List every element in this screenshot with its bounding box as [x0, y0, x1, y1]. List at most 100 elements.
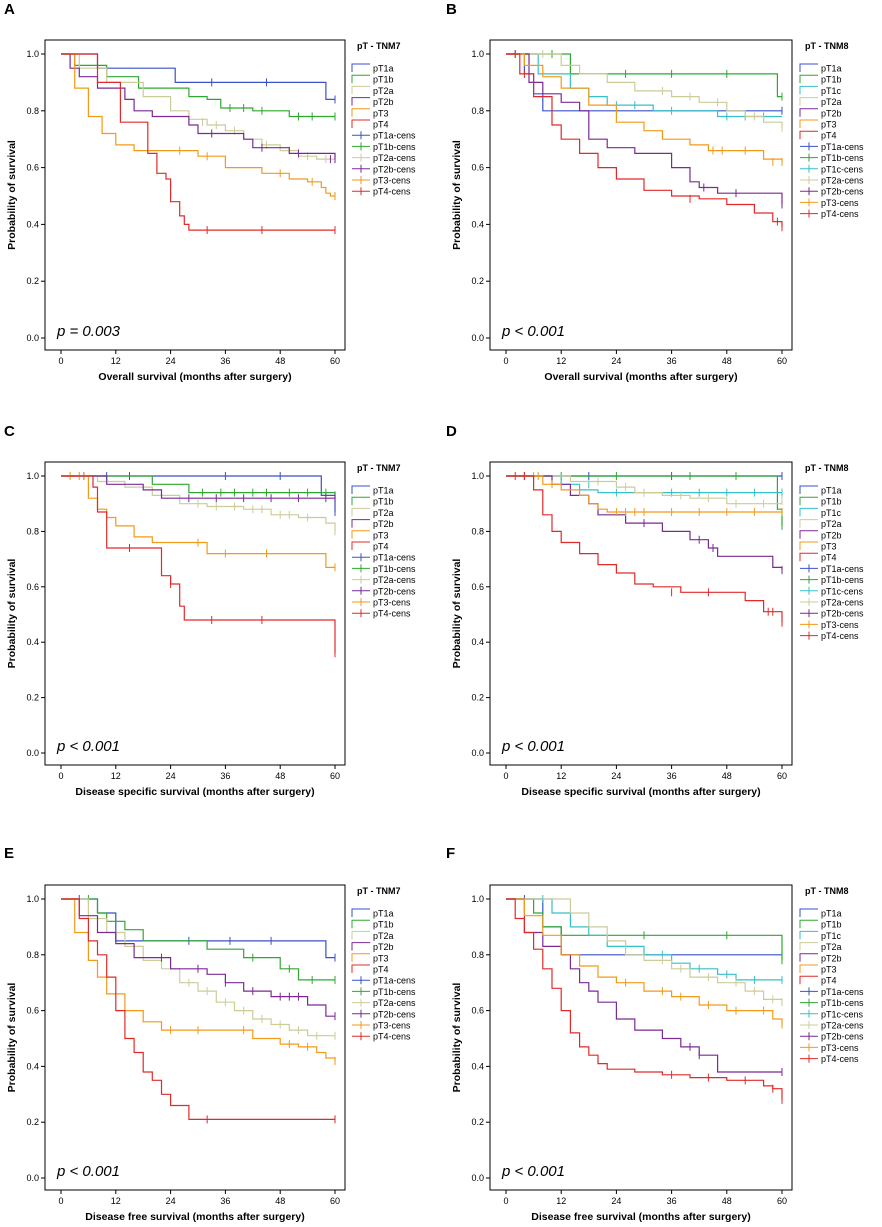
y-axis-label: Probability of survival [6, 983, 18, 1093]
x-tick-label: 48 [275, 771, 285, 781]
x-tick-label: 0 [503, 356, 508, 366]
legend-entry: pT2b [821, 530, 842, 540]
y-tick-label: 1.0 [26, 471, 39, 481]
legend-entry: pT2b-cens [821, 609, 864, 619]
plot-frame [44, 461, 346, 766]
x-tick-label: 0 [503, 1196, 508, 1206]
legend-entry: pT4 [821, 553, 837, 563]
legend-swatch [351, 541, 370, 550]
x-tick-label: 60 [777, 356, 787, 366]
panel-letter: B [446, 1, 457, 18]
legend-entry: pT3 [821, 120, 837, 130]
legend-entry: pT2a [373, 508, 394, 518]
y-tick-label: 0.6 [471, 1006, 484, 1016]
legend-entry: pT4 [821, 976, 837, 986]
legend-entry: pT1b [373, 497, 394, 507]
y-tick-label: 0.6 [471, 582, 484, 592]
y-tick-label: 0.0 [471, 333, 484, 343]
legend-swatch [799, 119, 818, 128]
y-tick-label: 0.8 [26, 526, 39, 536]
y-tick-label: 0.4 [26, 219, 39, 229]
y-tick-label: 0.6 [26, 582, 39, 592]
km-curve-pT2b [61, 53, 336, 160]
p-value: p < 0.001 [56, 738, 120, 755]
y-axis-label: Probability of survival [6, 559, 18, 669]
legend-entry: pT3-cens [373, 598, 411, 608]
legend-entry: pT1b-cens [821, 575, 864, 585]
legend-entry: pT4 [373, 120, 389, 130]
legend-swatch [799, 85, 818, 95]
legend-swatch [799, 530, 818, 539]
legend-entry: pT2b [373, 97, 394, 107]
legend-entry: pT3 [821, 965, 837, 975]
legend-entry: pT1b-cens [373, 987, 416, 997]
x-tick-label: 24 [166, 356, 176, 366]
y-tick-label: 0.2 [471, 1117, 484, 1127]
legend-entry: pT2a-cens [821, 598, 864, 608]
y-tick-label: 0.0 [26, 748, 39, 758]
y-tick-label: 0.2 [471, 693, 484, 703]
x-tick-label: 60 [330, 356, 340, 366]
y-axis-label: Probability of survival [451, 559, 463, 669]
legend-entry: pT4-cens [373, 187, 411, 197]
legend-entry: pT1b [373, 920, 394, 930]
legend-swatch [799, 519, 818, 528]
legend-entry: pT2b [821, 953, 842, 963]
legend-swatch [799, 919, 818, 929]
km-curve-pT2a [506, 53, 783, 128]
legend-swatch [351, 97, 370, 106]
km-curve-pT3 [506, 475, 782, 513]
x-tick-label: 48 [722, 356, 732, 366]
panel-letter: A [4, 1, 15, 18]
legend-entry: pT2b [821, 108, 842, 118]
plot-frame [44, 884, 346, 1191]
legend-entry: pT1b-cens [373, 564, 416, 574]
panel-B: B 0.0 0.2 0.4 0.6 0.8 1.0 0 12 24 36 48 60 Overall su… [446, 1, 864, 383]
km-curve-pT4 [506, 475, 783, 623]
y-axis-label: Probability of survival [451, 140, 463, 250]
legend-swatch [799, 975, 818, 985]
p-value: p < 0.001 [56, 1163, 120, 1180]
legend-swatch [799, 942, 818, 951]
p-value: p < 0.001 [501, 1163, 565, 1180]
panel-D: D 0.0 0.2 0.4 0.6 0.8 1.0 0 12 24 36 48 60 Disease sp… [446, 423, 864, 798]
legend-entry: pT1c [821, 86, 842, 96]
km-curve-pT4 [506, 53, 783, 228]
x-tick-label: 36 [667, 771, 677, 781]
x-tick-label: 0 [58, 356, 63, 366]
legend-entry: pT2a [373, 86, 394, 96]
y-tick-label: 0.4 [471, 637, 484, 647]
legend-entry: pT1a [373, 909, 394, 919]
legend-title: pT - TNM8 [805, 41, 849, 51]
x-tick-label: 0 [503, 771, 508, 781]
legend-swatch [351, 919, 370, 929]
legend-entry: pT1a [373, 64, 394, 74]
legend-entry: pT1c [821, 931, 842, 941]
legend-entry: pT2b-cens [821, 1032, 864, 1042]
x-tick-label: 36 [667, 1196, 677, 1206]
x-tick-label: 0 [58, 771, 63, 781]
legend-swatch [351, 63, 370, 72]
legend-swatch [351, 964, 370, 973]
x-tick-label: 60 [777, 1196, 787, 1206]
km-curve-pT3 [61, 898, 336, 1061]
y-tick-label: 0.8 [26, 950, 39, 960]
legend-entry: pT2a-cens [821, 1021, 864, 1031]
legend-swatch [799, 485, 818, 494]
legend-entry: pT3 [373, 953, 389, 963]
x-tick-label: 24 [611, 1196, 621, 1206]
legend-swatch [799, 541, 818, 550]
y-tick-label: 0.4 [26, 1061, 39, 1071]
x-tick-label: 24 [611, 356, 621, 366]
km-curve-pT1b [506, 53, 782, 98]
legend-entry: pT4-cens [821, 209, 859, 219]
legend-entry: pT2a [821, 519, 842, 529]
legend-swatch [351, 519, 370, 528]
y-tick-label: 0.6 [26, 1006, 39, 1016]
y-axis-label: Probability of survival [6, 140, 18, 250]
x-tick-label: 48 [275, 1196, 285, 1206]
panel-A: A 0.0 0.2 0.4 0.6 0.8 1.0 0 12 24 36 48 60 Overall su… [4, 1, 416, 383]
km-curve-pT2b [61, 898, 335, 1017]
y-tick-label: 0.4 [26, 637, 39, 647]
p-value: p = 0.003 [56, 323, 121, 340]
